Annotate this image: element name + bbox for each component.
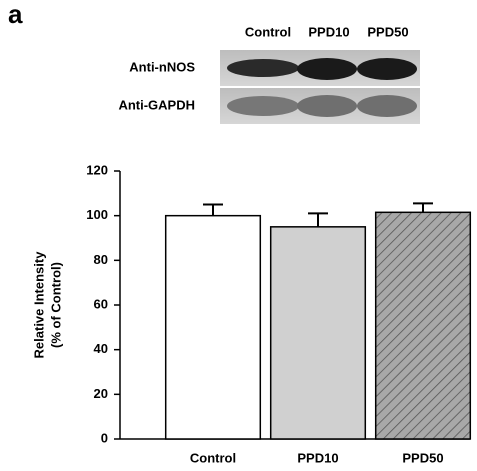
panel-label: a: [8, 0, 23, 29]
blot-column-label: PPD10: [308, 24, 349, 39]
bar: [374, 211, 472, 440]
y-axis-label: Relative Intensity: [31, 251, 46, 359]
blot-row-label: Anti-nNOS: [129, 59, 195, 74]
blot-row-label: Anti-GAPDH: [118, 97, 195, 112]
y-axis-label: (% of Control): [48, 262, 63, 348]
x-tick-label: PPD10: [297, 450, 338, 465]
y-tick-label: 100: [86, 207, 108, 222]
y-tick-label: 40: [94, 341, 108, 356]
y-tick-label: 0: [101, 430, 108, 445]
y-tick-label: 20: [94, 386, 108, 401]
blot-image: [220, 50, 420, 124]
y-tick-label: 120: [86, 162, 108, 177]
bar: [269, 226, 367, 440]
y-tick-label: 60: [94, 296, 108, 311]
blot-column-label: Control: [245, 24, 291, 39]
x-tick-label: PPD50: [402, 450, 443, 465]
bar: [164, 214, 262, 440]
x-tick-label: Control: [190, 450, 236, 465]
blot-column-label: PPD50: [367, 24, 408, 39]
y-tick-label: 80: [94, 252, 108, 267]
